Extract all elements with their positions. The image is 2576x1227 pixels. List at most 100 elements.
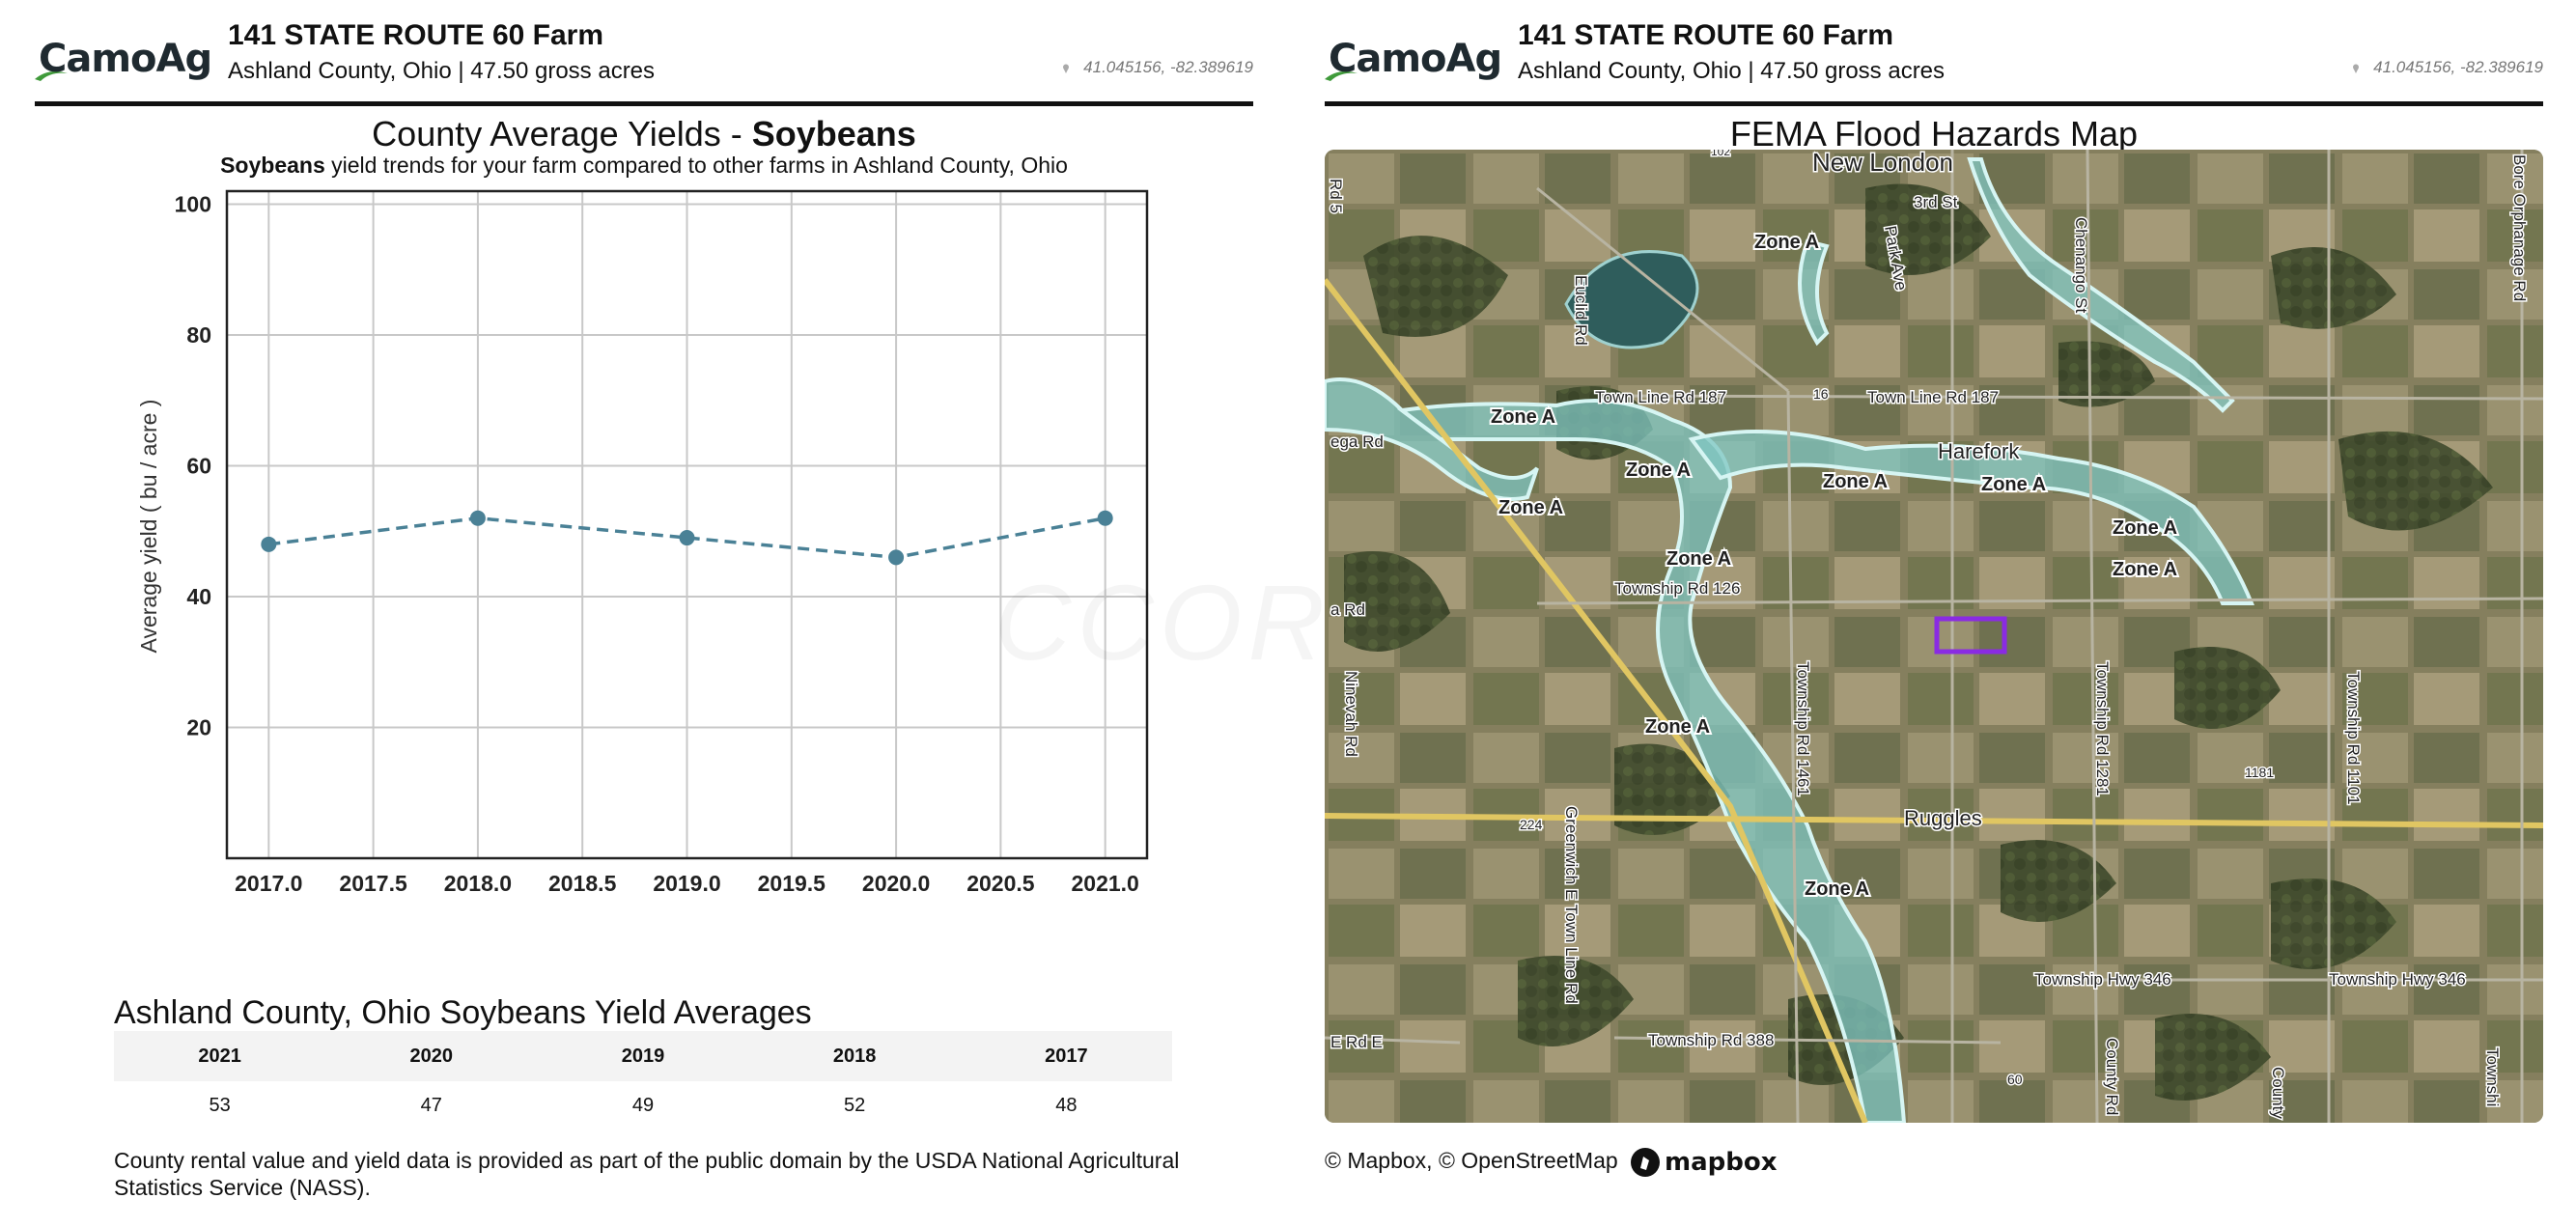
y-tick-label: 20	[186, 715, 211, 740]
road-label: a Rd	[1330, 600, 1365, 619]
zone-labels: Zone A Zone A Zone A Zone A Zone A Zone …	[1489, 230, 2179, 902]
mapbox-wordmark: mapbox	[1665, 1148, 1778, 1177]
farm-title: 141 STATE ROUTE 60 Farm	[228, 19, 604, 51]
yield-data-point	[888, 549, 905, 566]
farm-subtitle: Ashland County, Ohio | 47.50 gross acres	[1518, 58, 1946, 84]
farm-coordinates: 41.045156, -82.389619	[2352, 58, 2543, 77]
chart-subtitle: Soybeans yield trends for your farm comp…	[35, 153, 1253, 179]
road-label: Township Rd 1281	[2093, 661, 2112, 796]
route-shield-1181: 1181	[2245, 765, 2274, 780]
flood-map-panel: CamoAg 141 STATE ROUTE 60 Farm Ashland C…	[1325, 0, 2543, 1227]
chart-title-prefix: County Average Yields -	[372, 114, 752, 153]
logo-swoosh-icon	[1325, 71, 1358, 81]
farm-coordinates: 41.045156, -82.389619	[1062, 58, 1253, 77]
chart-subtitle-text: yield trends for your farm compared to o…	[324, 153, 1068, 178]
x-tick-label: 2019.0	[653, 871, 720, 896]
location-pin-icon	[1063, 64, 1070, 73]
y-axis-label: Average yield ( bu / acre )	[136, 400, 161, 654]
zone-label: Zone A	[1645, 716, 1710, 738]
coordinates-text: 41.045156, -82.389619	[1083, 58, 1253, 76]
logo-text: CamoAg	[1329, 37, 1502, 81]
road-label: Town Line Rd 187	[1867, 388, 1999, 406]
table-title: Ashland County, Ohio Soybeans Yield Aver…	[114, 994, 812, 1031]
mapbox-logo-icon	[1631, 1148, 1661, 1177]
chart-ticks: 2017.0 2017.5 2018.0 2018.5 2019.0 2019.5 2020…	[175, 192, 1139, 896]
chart-grid	[227, 191, 1147, 858]
farm-subtitle: Ashland County, Ohio | 47.50 gross acres	[228, 58, 656, 84]
road-label: Township Rd 388	[1648, 1031, 1774, 1049]
location-pin-icon	[2353, 64, 2360, 73]
road-label: Township Rd 1461	[1794, 661, 1812, 796]
zone-label: Zone A	[1626, 460, 1691, 481]
town-label-harefork: Harefork	[1938, 439, 2020, 463]
table-cell: 52	[844, 1094, 866, 1116]
x-tick-label: 2018.5	[548, 871, 617, 896]
x-tick-label: 2020.0	[862, 871, 930, 896]
yield-series-line	[268, 516, 1106, 560]
table-cell: 53	[209, 1094, 231, 1116]
data-source-footnote: County rental value and yield data is pr…	[114, 1148, 1180, 1200]
x-tick-label: 2017.0	[235, 871, 302, 896]
road-label: E Rd E	[1330, 1033, 1383, 1051]
road-label: Ninevah Rd	[1342, 671, 1360, 757]
roads	[1325, 150, 2543, 1123]
coordinates-text: 41.045156, -82.389619	[2373, 58, 2543, 76]
chart-title: County Average Yields - Soybeans	[35, 114, 1253, 154]
place-labels: New London 3rd St Euclid Rd Park Ave Che…	[1326, 150, 2531, 1121]
road-label: Township Hwy 346	[2329, 970, 2466, 989]
lake	[1564, 250, 1699, 349]
chart-title-crop: Soybeans	[751, 114, 916, 153]
road-label: ega Rd	[1330, 432, 1384, 451]
flood-hazard-map[interactable]: Zone A Zone A Zone A Zone A Zone A Zone …	[1325, 150, 2543, 1123]
plot-frame	[225, 189, 1149, 860]
town-label-ruggles: Ruggles	[1904, 806, 1982, 830]
yield-data-point	[469, 510, 486, 526]
farm-header: CamoAg 141 STATE ROUTE 60 Farm Ashland C…	[1325, 0, 2543, 106]
farm-header: CamoAg 141 STATE ROUTE 60 Farm Ashland C…	[35, 0, 1253, 106]
zone-label: Zone A	[1498, 497, 1563, 518]
route-shield-60: 60	[2007, 1072, 2023, 1087]
y-tick-label: 60	[186, 454, 211, 479]
chart-series	[261, 510, 1113, 566]
zone-label: Zone A	[1805, 878, 1869, 900]
x-tick-label: 2017.5	[339, 871, 407, 896]
zone-label: Zone A	[2113, 517, 2177, 539]
town-label-new-london: New London	[1812, 150, 1953, 177]
street-label: Chenango St	[2072, 217, 2090, 314]
yield-data-point	[1097, 510, 1113, 526]
watermark: CCOR	[994, 562, 1330, 684]
zone-label: Zone A	[2113, 559, 2177, 580]
logo-swoosh-icon	[35, 71, 68, 81]
y-tick-label: 80	[186, 322, 211, 348]
yield-data-point	[679, 530, 695, 546]
zone-label: Zone A	[1666, 548, 1731, 570]
attribution-text: © Mapbox, © OpenStreetMap	[1325, 1148, 1618, 1174]
road-label: Township Rd 126	[1614, 579, 1740, 598]
header-cell: 2018	[748, 1031, 961, 1081]
farm-title: 141 STATE ROUTE 60 Farm	[1518, 19, 1894, 51]
y-tick-label: 100	[175, 192, 211, 217]
route-shield-16: 16	[1813, 386, 1829, 402]
camoag-logo: CamoAg	[1325, 37, 1502, 85]
zone-label: Zone A	[1491, 406, 1555, 428]
header-cell: 2019	[537, 1031, 749, 1081]
street-label: 3rd St	[1914, 193, 1958, 211]
street-label: Bore Orphanage Rd	[2510, 154, 2529, 301]
header-cell: 2021	[114, 1031, 326, 1081]
road-label: Town Line Rd 187	[1595, 388, 1726, 406]
camoag-logo: CamoAg	[35, 37, 212, 85]
road-label: Townshi	[2483, 1047, 2502, 1106]
route-shield-102: 102	[1711, 150, 1730, 158]
x-tick-label: 2021.0	[1072, 871, 1139, 896]
x-tick-label: 2018.0	[444, 871, 512, 896]
yield-line-chart: 2017.0 2017.5 2018.0 2018.5 2019.0 2019.5 2020…	[136, 189, 1149, 896]
road-label: Rd 5	[1327, 179, 1345, 213]
table-header-row: 2021 2020 2019 2018 2017	[114, 1031, 1172, 1081]
farm-parcel-outline[interactable]	[1934, 616, 2007, 655]
road-label: Township Hwy 346	[2034, 970, 2171, 989]
road-label: Township Rd 1101	[2344, 671, 2363, 805]
header-cell: 2020	[325, 1031, 538, 1081]
map-attribution: © Mapbox, © OpenStreetMap mapbox	[1325, 1147, 1778, 1178]
yield-panel: CamoAg 141 STATE ROUTE 60 Farm Ashland C…	[35, 0, 1253, 1227]
zone-label: Zone A	[1823, 471, 1888, 492]
